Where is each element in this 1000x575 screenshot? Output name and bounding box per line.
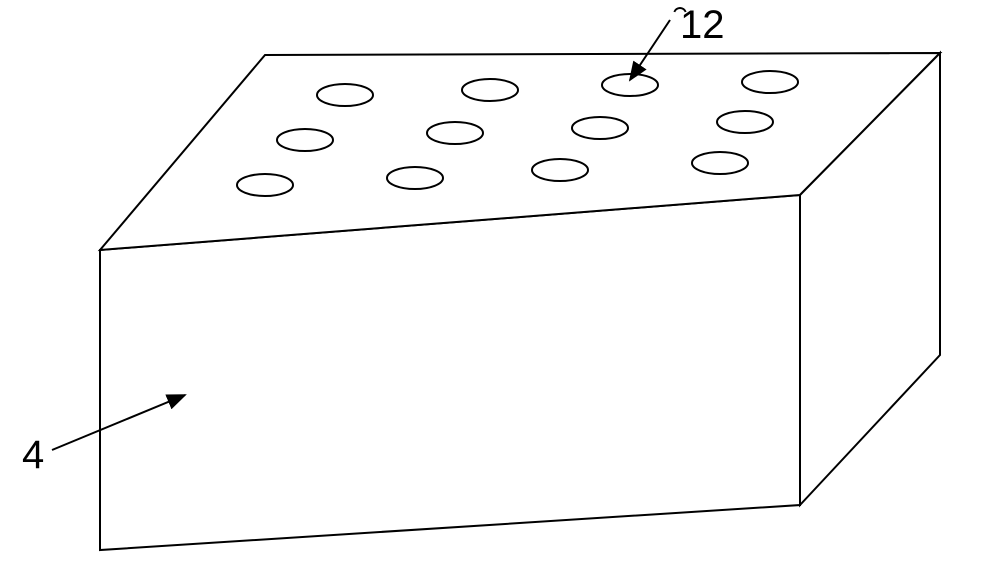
- block-3d: [100, 53, 940, 550]
- hole-ellipse: [237, 174, 293, 196]
- hole-ellipse: [387, 167, 443, 189]
- hole-ellipse: [532, 159, 588, 181]
- hole-ellipse: [602, 74, 658, 96]
- hole-ellipse: [572, 117, 628, 139]
- hole-ellipse: [717, 111, 773, 133]
- hole-ellipse: [317, 84, 373, 106]
- label-text-12: 12: [680, 3, 725, 47]
- hole-ellipse: [462, 79, 518, 101]
- hole-ellipse: [277, 129, 333, 151]
- label-text-4: 4: [22, 433, 44, 477]
- hole-ellipse: [742, 71, 798, 93]
- hole-ellipse: [427, 122, 483, 144]
- diagram-canvas: 12 4: [0, 0, 1000, 575]
- block-front-face: [100, 195, 800, 550]
- hole-ellipse: [692, 152, 748, 174]
